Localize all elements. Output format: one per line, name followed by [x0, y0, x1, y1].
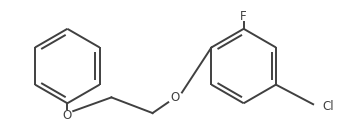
Text: Cl: Cl [322, 100, 334, 113]
Text: O: O [171, 91, 180, 104]
Text: F: F [240, 10, 247, 23]
Text: O: O [63, 109, 72, 122]
